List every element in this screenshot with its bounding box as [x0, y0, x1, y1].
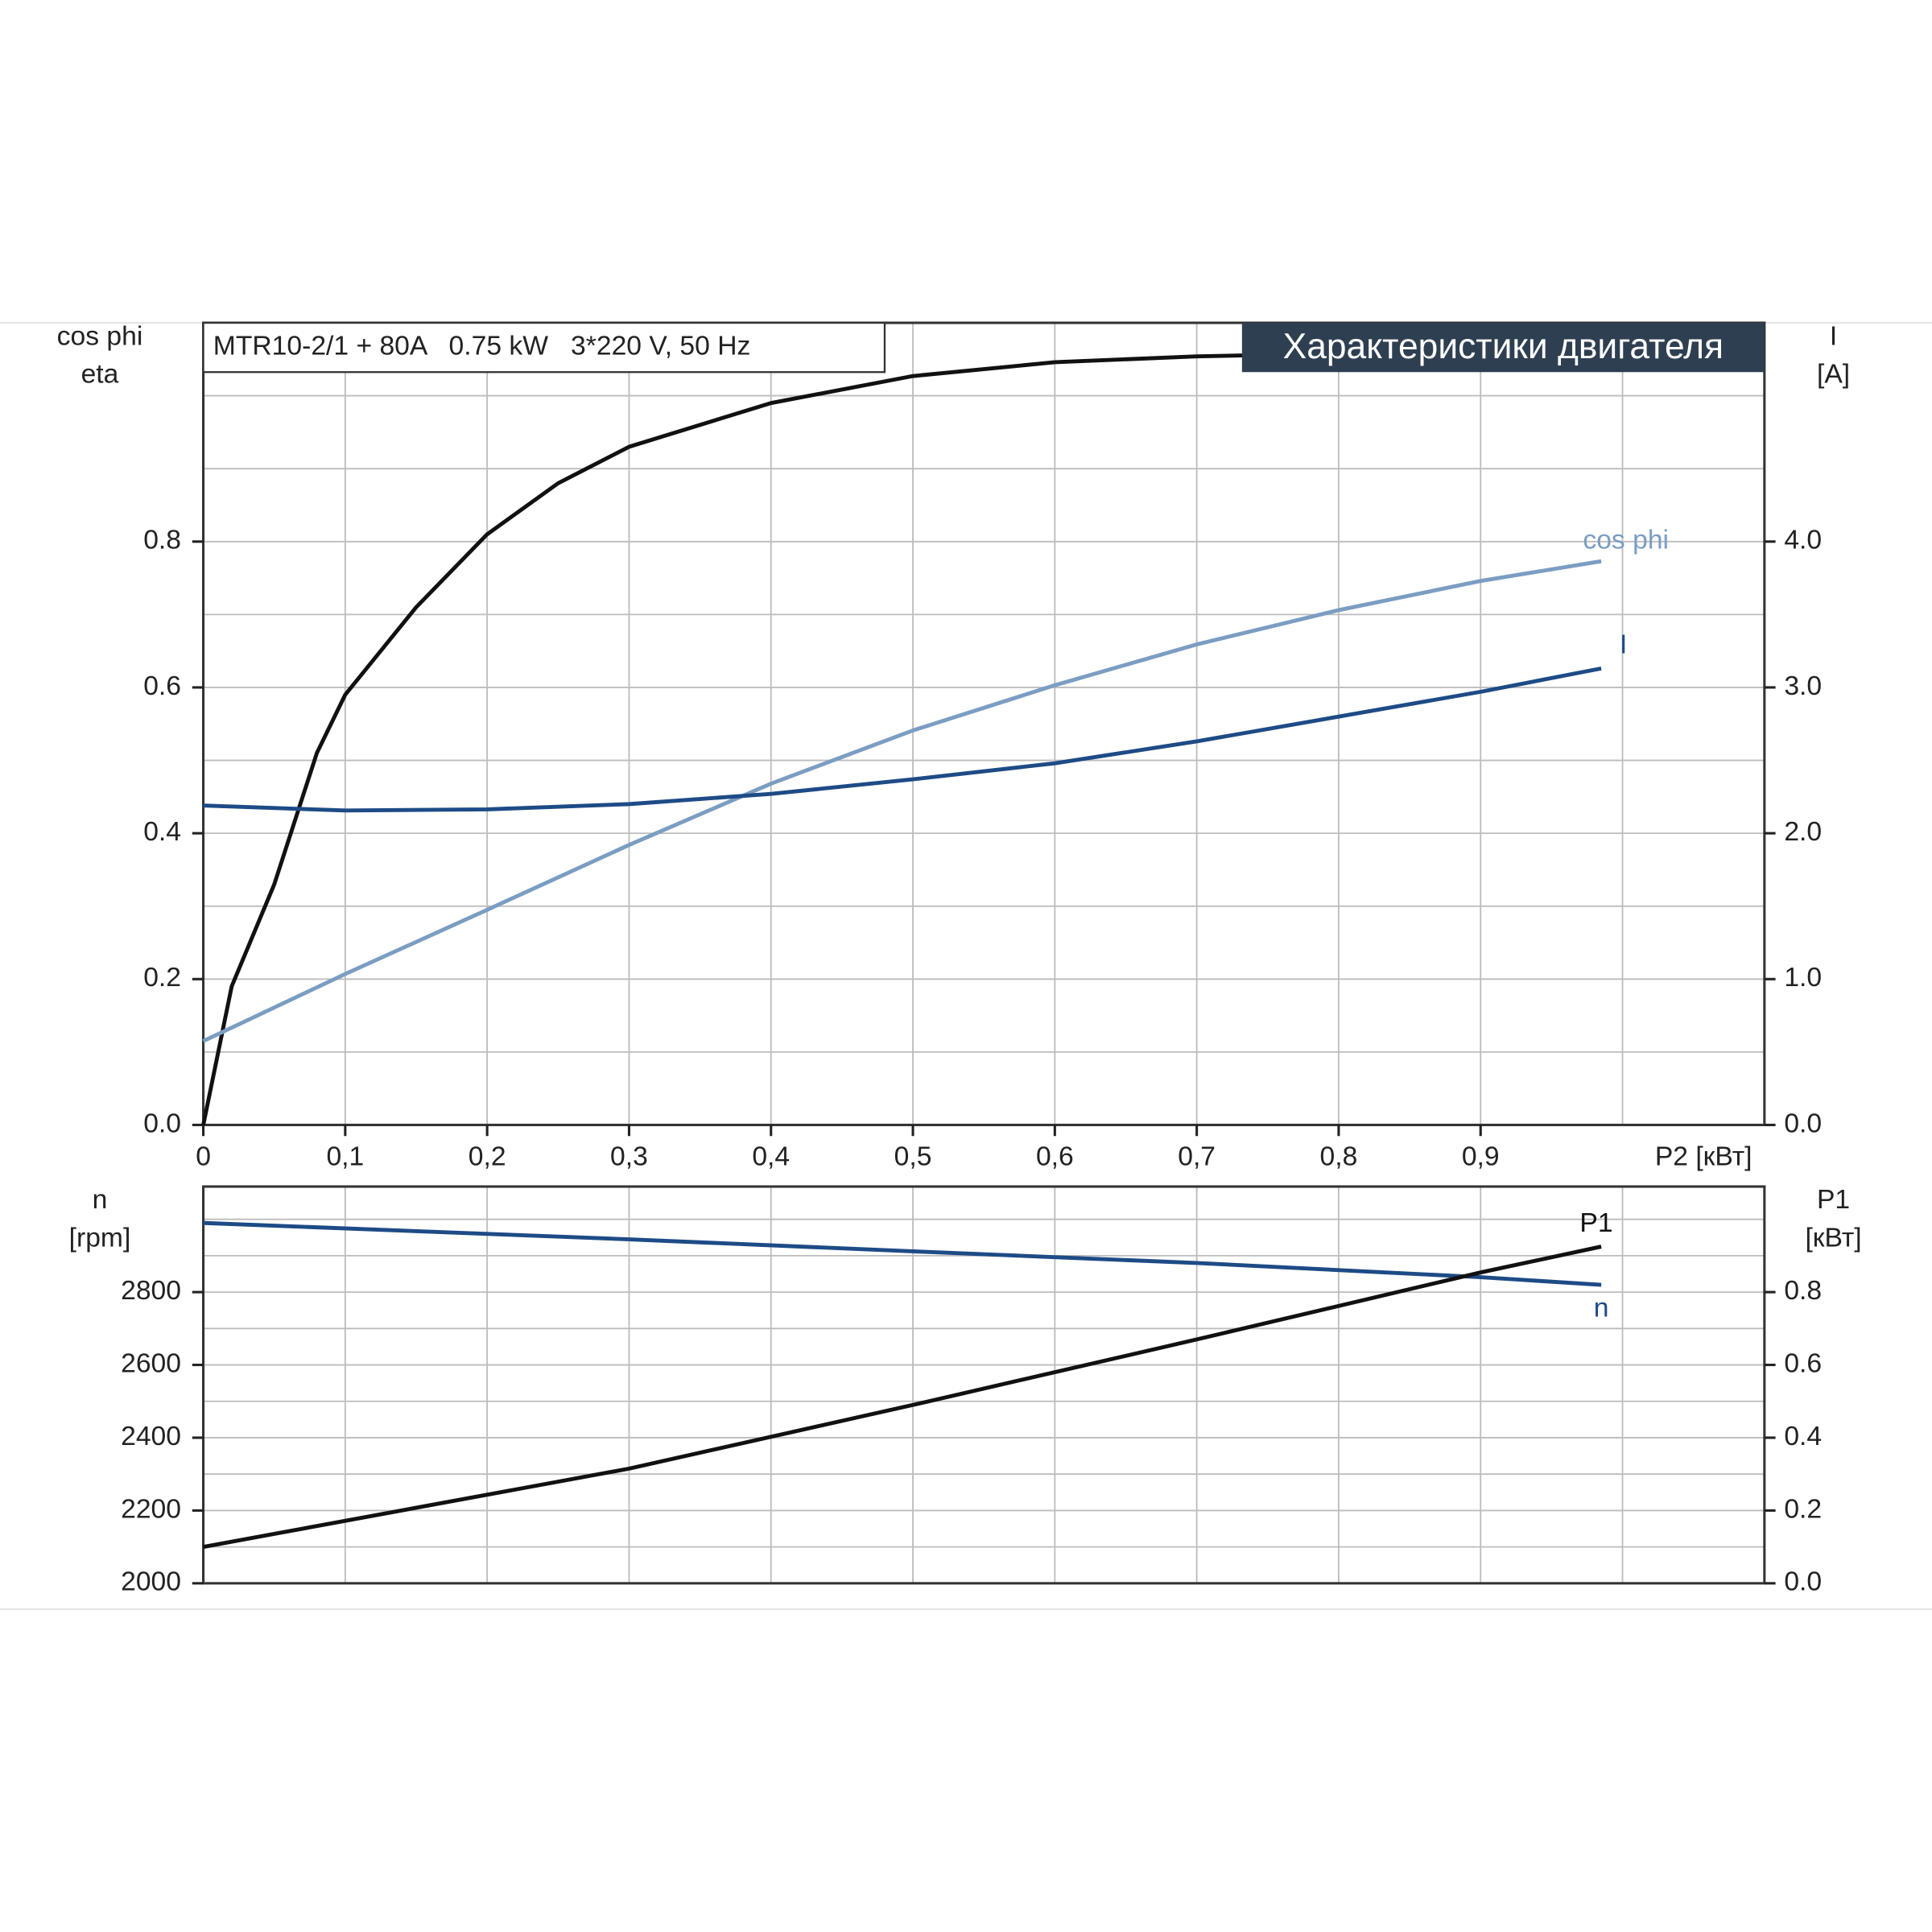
y2-axis-label: [кВт] [1805, 1224, 1861, 1253]
y-tick-label: 2200 [121, 1494, 181, 1524]
y-tick-label: 0.4 [143, 817, 181, 847]
y-tick-label: 2800 [121, 1276, 181, 1306]
x-tick-label: 0,1 [326, 1142, 364, 1172]
series-label: n [1594, 1294, 1609, 1323]
series-line [203, 1220, 1602, 1287]
series-label: P1 [1579, 1208, 1612, 1238]
plots: 0.0 0.2 0.4 0.6 0.8 0.0 1.0 2.0 3.0 4.0 0 0,1 0,2 0,3… [57, 321, 1862, 1596]
y-tick-label: 2600 [121, 1348, 181, 1378]
x-tick-label: 0 [196, 1142, 211, 1172]
y2-tick-label: 3.0 [1784, 671, 1822, 701]
series-label: cos phi [1583, 526, 1669, 555]
x-axis-label: P2 [кВт] [1655, 1142, 1752, 1172]
x-tick-label: 0,5 [894, 1142, 932, 1172]
chart-title: Характеристики двигателя [1283, 327, 1724, 366]
y-axis-label: [rpm] [69, 1224, 131, 1253]
y-tick-label: 0.0 [143, 1108, 181, 1138]
y-axis-label: eta [81, 360, 119, 390]
y2-tick-label: 2.0 [1784, 817, 1822, 847]
y-tick-label: 2400 [121, 1422, 181, 1451]
x-tick-label: 0,8 [1320, 1142, 1358, 1172]
y2-tick-label: 0.6 [1784, 1348, 1822, 1378]
y-tick-label: 2000 [121, 1567, 181, 1597]
subtitle-box [202, 321, 886, 374]
y2-tick-label: 0.2 [1784, 1494, 1822, 1524]
y2-tick-label: 0.0 [1784, 1567, 1822, 1597]
y-tick-label: 0.6 [143, 671, 181, 701]
y2-tick-label: 4.0 [1784, 526, 1822, 555]
series-line [202, 559, 1602, 1043]
y2-tick-label: 1.0 [1784, 963, 1822, 993]
plot-frame [202, 1185, 1766, 1585]
x-tick-label: 0,9 [1462, 1142, 1500, 1172]
subtitle: MTR10-2/1 + 80A 0.75 kW 3*220 V, 50 Hz [213, 332, 751, 361]
y2-tick-label: 0.8 [1784, 1276, 1822, 1306]
y-axis-label: n [93, 1185, 108, 1215]
plot-frame [202, 321, 1766, 1126]
y2-axis-label: [A] [1817, 360, 1850, 390]
series-label: I [1620, 630, 1627, 660]
x-tick-label: 0,7 [1178, 1142, 1216, 1172]
series-line [203, 666, 1602, 813]
y2-tick-label: 0.4 [1784, 1422, 1822, 1451]
series-line [203, 1245, 1602, 1550]
x-tick-label: 0,3 [610, 1142, 648, 1172]
x-tick-label: 0,2 [469, 1142, 506, 1172]
title-box [1241, 323, 1765, 373]
x-tick-label: 0,6 [1036, 1142, 1074, 1172]
x-tick-label: 0,4 [752, 1142, 790, 1172]
y-tick-label: 0.2 [143, 963, 181, 993]
y2-axis-label: P1 [1817, 1185, 1850, 1215]
y2-tick-label: 0.0 [1784, 1108, 1822, 1138]
y2-axis-label: I [1830, 321, 1837, 351]
y-axis-label: cos phi [57, 321, 143, 351]
y-tick-label: 0.8 [143, 526, 181, 555]
